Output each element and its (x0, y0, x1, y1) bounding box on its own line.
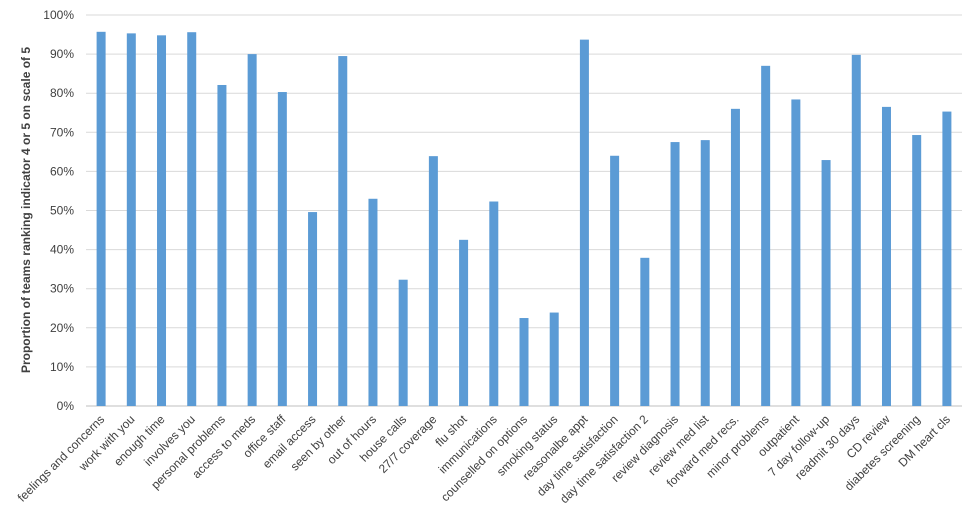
y-tick-label: 10% (50, 360, 74, 374)
bar (277, 92, 287, 406)
bar (579, 39, 589, 407)
bar (398, 279, 408, 406)
y-tick-label: 60% (50, 164, 74, 178)
bar (519, 318, 529, 406)
bar (126, 33, 136, 406)
bar (157, 35, 167, 406)
bar (881, 106, 891, 406)
bar (549, 312, 559, 406)
bar (640, 257, 650, 406)
bar (368, 198, 378, 406)
bar (247, 54, 257, 406)
bar (217, 84, 227, 406)
bar (96, 31, 106, 407)
bar (912, 135, 922, 407)
gridlines (86, 14, 962, 407)
bar (851, 54, 861, 407)
bar (338, 56, 348, 407)
bar (942, 111, 952, 407)
y-tick-label: 90% (50, 47, 74, 61)
bar (821, 160, 831, 406)
bar (730, 108, 740, 406)
bar (761, 65, 771, 406)
bar (670, 142, 680, 406)
y-tick-label: 0% (57, 399, 75, 413)
y-tick-label: 100% (43, 8, 74, 22)
bar (489, 201, 499, 406)
bar (459, 239, 469, 406)
bars (96, 31, 952, 407)
y-tick-label: 20% (50, 321, 74, 335)
y-axis-ticks: 0% 10% 20% 30% 40% 50% 60% 70% 80% 90% 100% (43, 8, 74, 413)
bar (187, 32, 197, 406)
y-tick-label: 80% (50, 86, 74, 100)
bar (791, 99, 801, 407)
y-tick-label: 70% (50, 125, 74, 139)
y-tick-label: 30% (50, 282, 74, 296)
bar (700, 140, 710, 406)
bar (308, 212, 318, 406)
bar (428, 156, 438, 406)
y-tick-label: 40% (50, 243, 74, 257)
y-axis-title: Proportion of teams ranking indicator 4 … (19, 47, 33, 373)
bar (610, 155, 620, 406)
y-tick-label: 50% (50, 204, 74, 218)
